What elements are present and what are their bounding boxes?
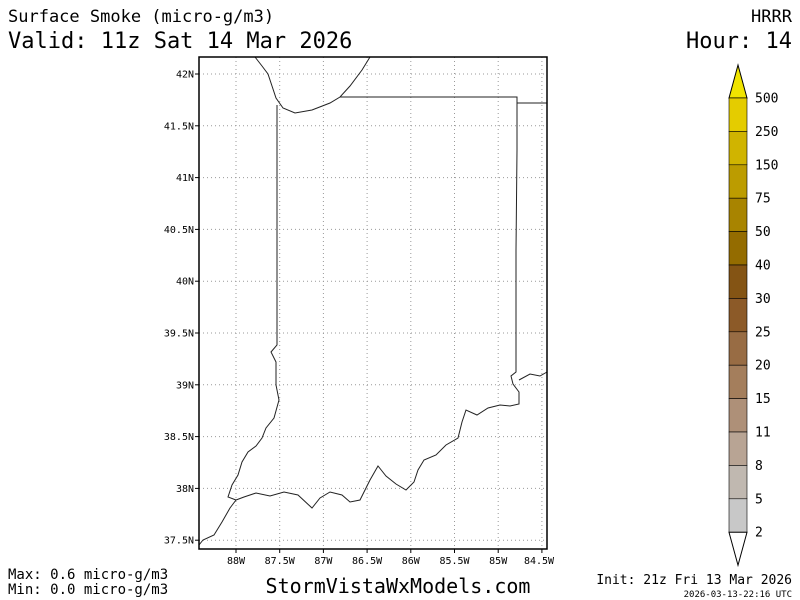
lon-label: 84.5W <box>524 556 555 567</box>
borders <box>198 56 548 546</box>
colorbar-label: 11 <box>755 426 771 441</box>
lon-label: 86W <box>402 556 421 567</box>
lon-label: 88W <box>227 556 246 567</box>
colorbar-label: 50 <box>755 225 771 240</box>
indiana-border <box>198 96 520 546</box>
colorbar-band <box>728 164 748 199</box>
hour: Hour: 14 <box>686 29 792 54</box>
colorbar-label: 75 <box>755 192 771 207</box>
grid: 42N 41.5N 41N 40.5N 40N 39.5N 39N 38.5N 38N 37.5N… <box>164 57 555 567</box>
colorbar-label: 8 <box>755 459 763 474</box>
timestamp: 2026-03-13-22:16 UTC <box>684 590 792 600</box>
state-lines <box>517 102 548 381</box>
colorbar-band <box>728 465 748 500</box>
lon-label: 87W <box>314 556 333 567</box>
lake-shore <box>254 56 371 114</box>
model: HRRR <box>751 7 793 27</box>
colorbar: 500 250 150 75 50 40 30 25 20 15 11 8 5 2 <box>728 63 778 568</box>
colorbar-band <box>728 298 748 333</box>
colorbar-band <box>728 197 748 232</box>
lat-label: 41.5N <box>164 121 194 132</box>
min-value: Min: 0.0 micro-g/m3 <box>8 582 168 598</box>
valid-time: Valid: 11z Sat 14 Mar 2026 <box>8 29 352 54</box>
colorbar-band <box>728 398 748 433</box>
colorbar-label: 25 <box>755 325 771 340</box>
lat-label: 39N <box>176 380 194 391</box>
lon-label: 85.5W <box>439 556 470 567</box>
lat-label: 38.5N <box>164 432 194 443</box>
colorbar-band <box>728 97 748 132</box>
colorbar-label: 40 <box>755 259 771 274</box>
lat-label: 42N <box>176 70 194 81</box>
lat-label: 37.5N <box>164 536 194 547</box>
lat-label: 38N <box>176 484 194 495</box>
colorbar-band <box>728 231 748 266</box>
lat-label: 40.5N <box>164 225 194 236</box>
colorbar-label: 150 <box>755 158 778 173</box>
lat-label: 41N <box>176 173 194 184</box>
colorbar-band <box>728 431 748 466</box>
lon-label: 86.5W <box>352 556 383 567</box>
colorbar-bottom <box>728 531 748 568</box>
lat-label: 39.5N <box>164 329 194 340</box>
lon-label: 87.5W <box>265 556 296 567</box>
colorbar-label: 20 <box>755 359 771 374</box>
colorbar-label: 250 <box>755 125 778 140</box>
colorbar-label: 500 <box>755 92 778 107</box>
init-time: Init: 21z Fri 13 Mar 2026 <box>596 573 792 588</box>
site: StormVistaWxModels.com <box>266 574 531 598</box>
colorbar-band <box>728 498 748 533</box>
colorbar-band <box>728 331 748 366</box>
colorbar-band <box>728 264 748 299</box>
lat-label: 40N <box>176 277 194 288</box>
lon-label: 85W <box>489 556 508 567</box>
colorbar-label: 2 <box>755 526 763 541</box>
colorbar-band <box>728 131 748 166</box>
colorbar-label: 15 <box>755 392 771 407</box>
colorbar-label: 5 <box>755 492 763 507</box>
colorbar-band <box>728 364 748 399</box>
colorbar-top <box>728 63 748 99</box>
colorbar-label: 30 <box>755 292 771 307</box>
map-frame <box>198 56 548 550</box>
title: Surface Smoke (micro-g/m3) <box>8 7 274 27</box>
max-value: Max: 0.6 micro-g/m3 <box>8 567 168 583</box>
